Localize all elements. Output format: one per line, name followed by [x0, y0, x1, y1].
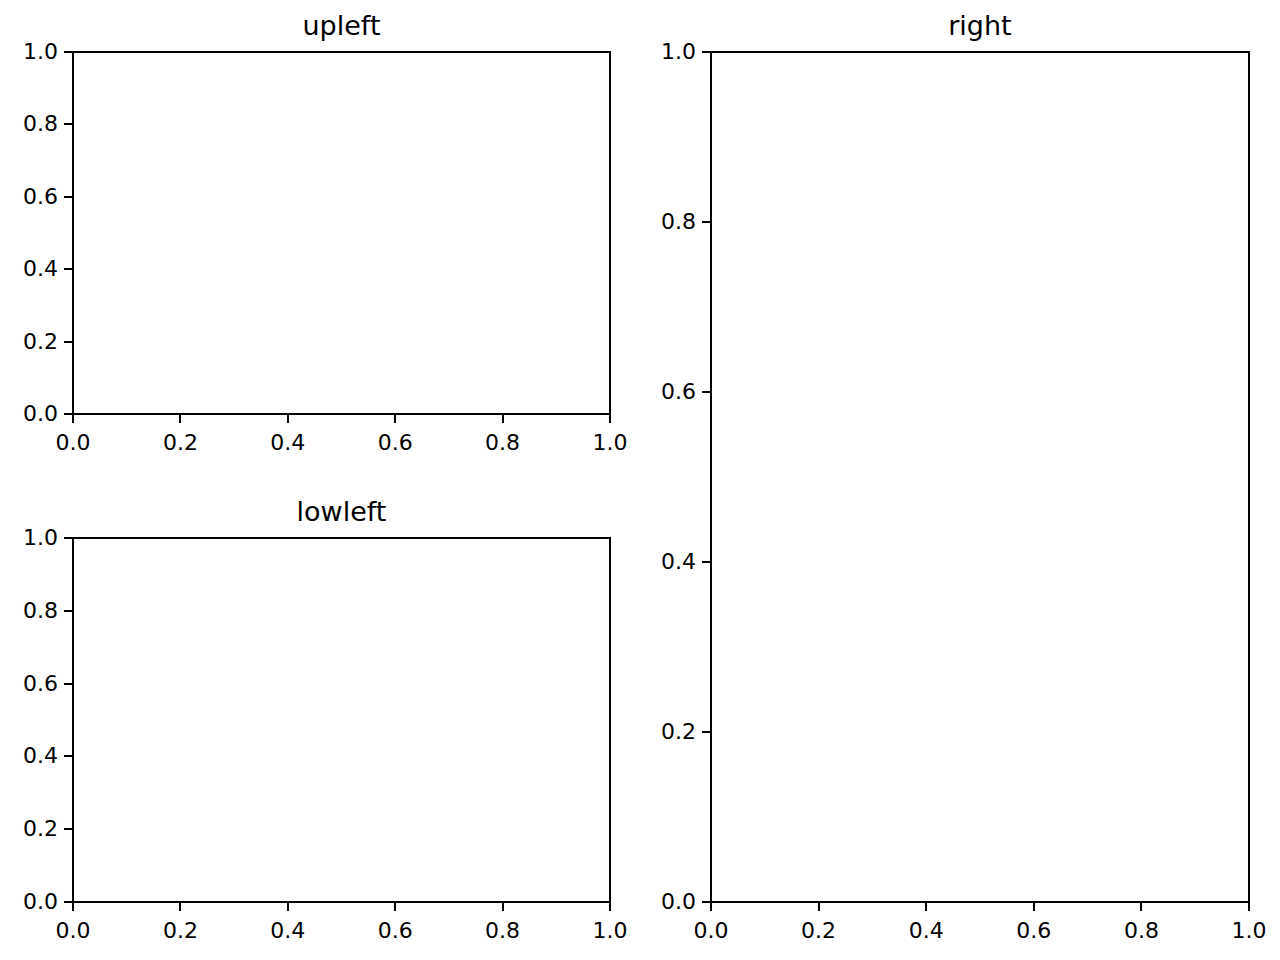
x-tick-label: 0.0 — [694, 918, 729, 944]
x-tick-label: 0.0 — [56, 918, 91, 944]
subplot-lowleft-title: lowleft — [72, 496, 611, 527]
y-tick-mark — [64, 755, 72, 757]
subplot-upleft-title: upleft — [72, 10, 611, 41]
subplot-upleft: upleft 0.00.20.40.60.81.00.00.20.40.60.8… — [72, 51, 611, 415]
y-tick-mark — [64, 196, 72, 198]
y-tick-mark — [64, 537, 72, 539]
x-tick-label: 0.4 — [270, 918, 305, 944]
x-tick-mark — [179, 415, 181, 423]
x-tick-mark — [609, 415, 611, 423]
y-tick-mark — [64, 828, 72, 830]
y-tick-label: 0.8 — [23, 111, 58, 137]
y-tick-label: 1.0 — [23, 525, 58, 551]
x-tick-mark — [710, 903, 712, 911]
x-tick-label: 1.0 — [593, 918, 628, 944]
x-tick-label: 0.8 — [1124, 918, 1159, 944]
x-tick-mark — [287, 415, 289, 423]
x-tick-label: 1.0 — [1232, 918, 1267, 944]
x-tick-mark — [179, 903, 181, 911]
x-tick-mark — [1248, 903, 1250, 911]
y-tick-mark — [702, 731, 710, 733]
y-tick-label: 0.0 — [661, 889, 696, 915]
x-tick-label: 0.2 — [163, 430, 198, 456]
subplot-right: right 0.00.20.40.60.81.00.00.20.40.60.81… — [710, 51, 1250, 903]
y-tick-label: 0.6 — [23, 184, 58, 210]
x-tick-label: 0.6 — [378, 430, 413, 456]
x-tick-label: 0.0 — [56, 430, 91, 456]
subplot-lowleft: lowleft 0.00.20.40.60.81.00.00.20.40.60.… — [72, 537, 611, 903]
y-tick-label: 0.2 — [23, 329, 58, 355]
y-tick-mark — [702, 51, 710, 53]
subplot-right-plot-area — [710, 51, 1250, 903]
y-tick-mark — [64, 413, 72, 415]
x-tick-mark — [72, 415, 74, 423]
x-tick-label: 0.4 — [270, 430, 305, 456]
x-tick-label: 0.8 — [485, 430, 520, 456]
y-tick-mark — [64, 51, 72, 53]
y-tick-label: 0.8 — [23, 598, 58, 624]
y-tick-mark — [702, 391, 710, 393]
subplot-upleft-plot-area — [72, 51, 611, 415]
x-tick-mark — [72, 903, 74, 911]
x-tick-mark — [925, 903, 927, 911]
x-tick-mark — [1033, 903, 1035, 911]
subplot-right-title: right — [710, 10, 1250, 41]
x-tick-mark — [818, 903, 820, 911]
y-tick-label: 0.0 — [23, 401, 58, 427]
y-tick-label: 0.4 — [23, 743, 58, 769]
y-tick-label: 0.0 — [23, 889, 58, 915]
x-tick-mark — [502, 903, 504, 911]
x-tick-mark — [502, 415, 504, 423]
x-tick-mark — [394, 415, 396, 423]
y-tick-mark — [702, 561, 710, 563]
y-tick-mark — [64, 341, 72, 343]
x-tick-label: 0.6 — [378, 918, 413, 944]
x-tick-label: 1.0 — [593, 430, 628, 456]
y-tick-mark — [702, 221, 710, 223]
y-tick-label: 0.4 — [23, 256, 58, 282]
x-tick-label: 0.8 — [485, 918, 520, 944]
y-tick-mark — [64, 901, 72, 903]
x-tick-mark — [609, 903, 611, 911]
x-tick-mark — [287, 903, 289, 911]
y-tick-mark — [64, 610, 72, 612]
subplot-lowleft-plot-area — [72, 537, 611, 903]
y-tick-label: 0.6 — [661, 379, 696, 405]
x-tick-mark — [394, 903, 396, 911]
y-tick-mark — [64, 683, 72, 685]
figure-canvas: upleft 0.0 0.2 0.4 0.6 0.8 1.0 0.0 0.2 0.4 0.6 0.8… — [0, 0, 1280, 960]
x-tick-label: 0.4 — [909, 918, 944, 944]
x-tick-label: 0.6 — [1016, 918, 1051, 944]
y-tick-label: 0.2 — [661, 719, 696, 745]
y-tick-mark — [64, 268, 72, 270]
x-tick-label: 0.2 — [163, 918, 198, 944]
y-tick-label: 0.2 — [23, 816, 58, 842]
y-tick-label: 0.6 — [23, 671, 58, 697]
y-tick-mark — [702, 901, 710, 903]
y-tick-label: 1.0 — [23, 39, 58, 65]
y-tick-label: 0.4 — [661, 549, 696, 575]
y-tick-label: 0.8 — [661, 209, 696, 235]
y-tick-label: 1.0 — [661, 39, 696, 65]
y-tick-mark — [64, 123, 72, 125]
x-tick-mark — [1140, 903, 1142, 911]
x-tick-label: 0.2 — [801, 918, 836, 944]
